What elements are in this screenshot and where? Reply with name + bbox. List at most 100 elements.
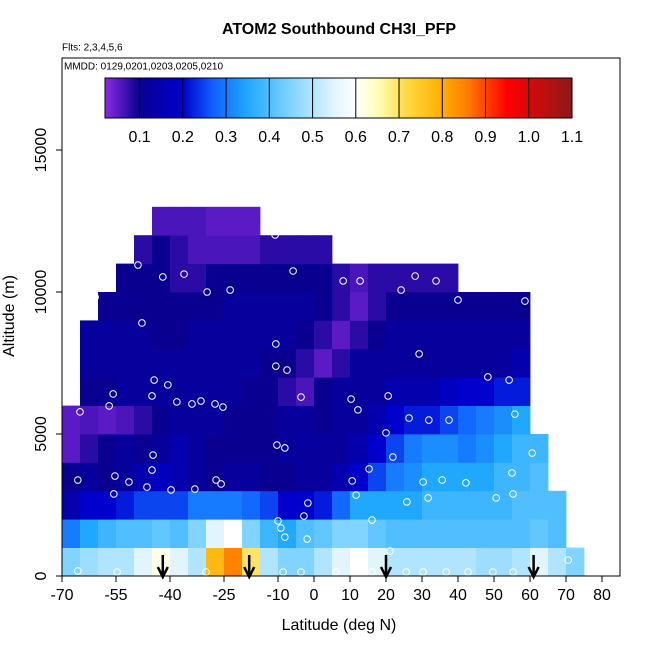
- curtain-cell: [152, 377, 171, 407]
- curtain-cell: [278, 263, 297, 293]
- sample-point: [144, 223, 152, 231]
- x-tick-label: -70: [50, 587, 73, 604]
- curtain-cell: [512, 405, 531, 435]
- colorbar-tick-label: 0.1: [128, 129, 150, 146]
- sample-point: [297, 568, 305, 576]
- sample-point: [352, 568, 360, 576]
- sample-point: [272, 362, 280, 370]
- curtain-cell: [404, 462, 423, 492]
- curtain-cell: [206, 235, 225, 265]
- curtain-cell: [566, 547, 585, 577]
- curtain-cell: [170, 547, 189, 577]
- curtain-cell: [242, 348, 261, 378]
- curtain-cell: [386, 519, 405, 549]
- curtain-cell: [188, 206, 207, 236]
- sample-point: [438, 476, 446, 484]
- curtain-cell: [530, 519, 549, 549]
- curtain-cell: [314, 320, 333, 350]
- curtain-cell: [62, 547, 81, 577]
- curtain-cell: [422, 434, 441, 463]
- profile-arrow: [527, 555, 540, 580]
- curtain-cell: [242, 292, 261, 321]
- curtain-cell: [170, 348, 189, 378]
- x-tick-label: 0: [310, 587, 319, 604]
- sample-point: [105, 402, 113, 410]
- sample-point: [304, 499, 312, 507]
- curtain-cell: [386, 263, 405, 293]
- sample-point: [125, 478, 133, 486]
- curtain-cell: [116, 462, 135, 492]
- sample-point: [354, 406, 362, 414]
- curtain-cell: [368, 490, 387, 520]
- sample-point: [109, 390, 117, 398]
- sample-point: [226, 286, 234, 294]
- curtain-cell: [242, 320, 261, 350]
- curtain-cell: [332, 462, 351, 492]
- sample-point: [368, 516, 376, 524]
- sample-point: [217, 480, 225, 488]
- curtain-cell: [242, 263, 261, 293]
- curtain-cell: [278, 320, 297, 350]
- x-tick-label: 80: [593, 587, 611, 604]
- curtain-cell: [278, 462, 297, 492]
- sample-point: [384, 392, 392, 400]
- curtain-cell: [116, 292, 135, 321]
- curtain-cell: [296, 519, 315, 549]
- curtain-cell: [368, 320, 387, 350]
- curtain-cell: [134, 235, 153, 265]
- curtain-cell: [206, 405, 225, 435]
- colorbar-tick-label: 0.2: [172, 129, 194, 146]
- colorbar-tick-label: 0.9: [474, 129, 496, 146]
- y-tick-label: 0: [33, 571, 50, 580]
- sample-point: [212, 476, 220, 484]
- curtain-cell: [206, 320, 225, 350]
- curtain-cell: [332, 292, 351, 321]
- curtain-cell: [296, 348, 315, 378]
- sample-point: [281, 533, 289, 541]
- curtain-cell: [314, 235, 333, 265]
- curtain-cell: [530, 434, 549, 463]
- curtain-cell: [314, 377, 333, 407]
- curtain-cell: [314, 462, 333, 492]
- curtain-cell: [476, 292, 495, 321]
- sample-point: [365, 465, 373, 473]
- sample-point: [211, 400, 219, 408]
- x-tick-label: -25: [212, 587, 235, 604]
- sample-point: [273, 441, 281, 449]
- curtain-cell: [242, 462, 261, 492]
- curtain-cell: [332, 405, 351, 435]
- curtain-cell: [80, 377, 99, 407]
- curtain-cell: [152, 405, 171, 435]
- curtain-cell: [170, 490, 189, 520]
- curtain-cell: [170, 519, 189, 549]
- curtain-cell: [404, 320, 423, 350]
- curtain-cell: [278, 377, 297, 407]
- curtain-cell: [134, 320, 153, 350]
- curtain-cell: [494, 292, 513, 321]
- sample-point: [432, 277, 440, 285]
- curtain-cell: [80, 405, 99, 435]
- sample-point: [143, 483, 151, 491]
- curtain-cell: [422, 320, 441, 350]
- curtain-cell: [296, 235, 315, 265]
- curtain-cell: [548, 519, 567, 549]
- curtain-cell: [422, 490, 441, 520]
- curtain-cell: [98, 292, 117, 321]
- curtain-cell: [548, 490, 567, 520]
- curtain-cell: [440, 292, 459, 321]
- curtain-cell: [350, 405, 369, 435]
- curtain-cell: [188, 519, 207, 549]
- curtain-cell: [458, 348, 477, 378]
- x-tick-label: -10: [266, 587, 289, 604]
- sample-point: [164, 381, 172, 389]
- curtain-cell: [278, 490, 297, 520]
- curtain-cell: [404, 263, 423, 293]
- curtain-cell: [440, 320, 459, 350]
- sample-point: [352, 491, 360, 499]
- curtain-cell: [80, 348, 99, 378]
- sample-point: [167, 486, 175, 494]
- curtain-cell: [332, 434, 351, 463]
- plot-frame: [61, 57, 621, 577]
- curtain-cell: [116, 434, 135, 463]
- curtain-cell: [332, 519, 351, 549]
